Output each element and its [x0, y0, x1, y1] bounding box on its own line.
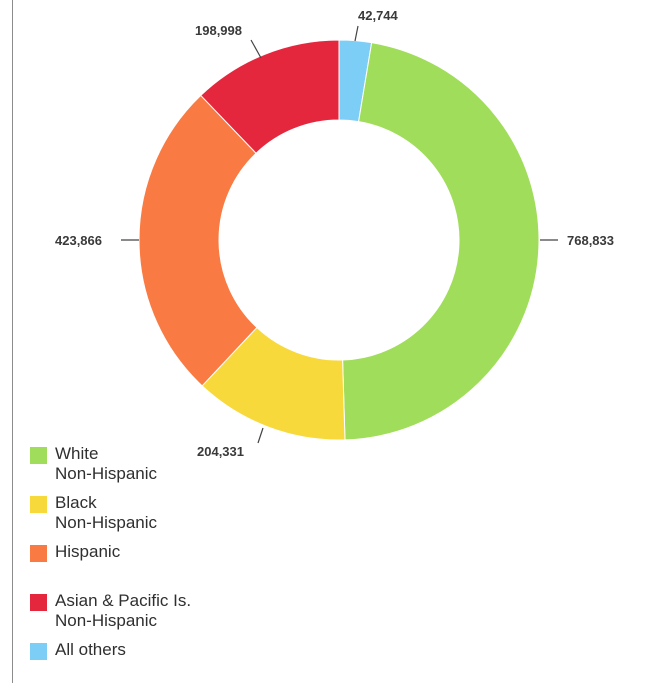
legend-item-hispanic: Hispanic: [30, 542, 120, 562]
data-label-white-non-hispanic: 768,833: [567, 233, 614, 248]
slice-hispanic: [138, 94, 258, 387]
legend-swatch: [30, 447, 47, 464]
legend-swatch: [30, 594, 47, 611]
legend-swatch: [30, 496, 47, 513]
legend-label: Asian & Pacific Is. Non-Hispanic: [55, 591, 192, 630]
legend-swatch: [30, 643, 47, 660]
data-label-all-others: 42,744: [358, 8, 399, 23]
legend-label: Hispanic: [55, 542, 121, 561]
data-label-black-non-hispanic: 204,331: [197, 444, 244, 459]
legend-swatch: [30, 545, 47, 562]
legend-label: Black Non-Hispanic: [55, 493, 158, 532]
slice-asian-pacific-is-non-hispanic: [200, 39, 340, 154]
legend-item-black-non-hispanic: Black Non-Hispanic: [30, 493, 157, 533]
legend-item-asian-pacific-is-non-hispanic: Asian & Pacific Is. Non-Hispanic: [30, 591, 191, 631]
data-label-asian-pacific-is-non-hispanic: 198,998: [195, 23, 242, 38]
legend-item-white-non-hispanic: White Non-Hispanic: [30, 444, 157, 484]
legend-label: All others: [55, 640, 126, 659]
leader-line-asian-pacific-is-non-hispanic: [250, 39, 262, 59]
legend-label: White Non-Hispanic: [55, 444, 158, 483]
left-divider: [12, 0, 13, 683]
data-label-hispanic: 423,866: [55, 233, 102, 248]
slice-white-non-hispanic: [342, 42, 540, 441]
leader-line-all-others: [354, 25, 359, 42]
leader-line-black-non-hispanic: [257, 427, 264, 444]
legend-item-all-others: All others: [30, 640, 126, 660]
